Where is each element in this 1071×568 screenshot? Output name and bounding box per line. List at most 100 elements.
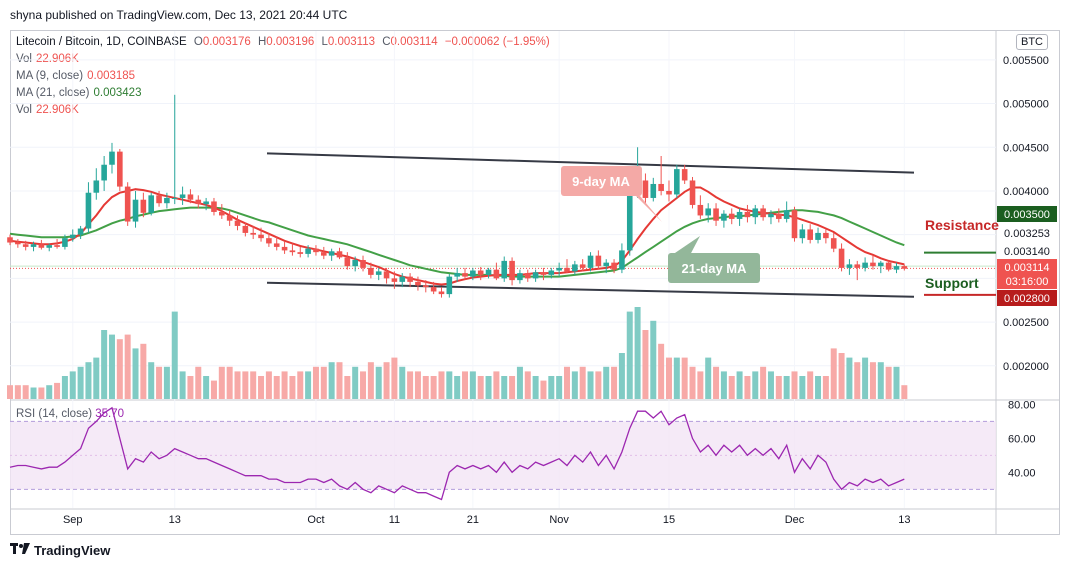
candle-body bbox=[760, 208, 766, 218]
volume-bar bbox=[869, 362, 876, 399]
candle-body bbox=[877, 262, 884, 267]
ma21-callout-pointer bbox=[672, 236, 700, 255]
volume-bar bbox=[681, 357, 688, 399]
volume-bar bbox=[720, 371, 727, 399]
time-tick-label: 11 bbox=[389, 514, 400, 526]
candle-body bbox=[391, 278, 398, 282]
volume-bar bbox=[281, 371, 288, 399]
publisher-caption: shyna published on TradingView.com, Dec … bbox=[10, 8, 348, 22]
candle-body bbox=[399, 276, 406, 282]
candle-body bbox=[595, 255, 602, 267]
symbol-legend: Litecoin / Bitcoin, 1D, COINBASE O0.0031… bbox=[16, 36, 554, 48]
volume-bar bbox=[258, 376, 265, 399]
ma9-price-tag-bg bbox=[997, 243, 1057, 259]
volume-bar bbox=[101, 330, 108, 399]
volume-bar bbox=[477, 376, 484, 399]
candle-body bbox=[430, 287, 437, 292]
volume-value: 22.906K bbox=[36, 53, 79, 65]
candle-body bbox=[321, 252, 327, 256]
candle-body bbox=[579, 264, 586, 268]
candle-body bbox=[650, 183, 657, 198]
candle-body bbox=[783, 210, 790, 219]
time-tick-label: Sep bbox=[63, 514, 83, 526]
price-tick-label: 0.002500 bbox=[1003, 317, 1049, 329]
low-label: L bbox=[321, 36, 328, 48]
volume-bar bbox=[422, 376, 429, 399]
close-value: 0.003114 bbox=[390, 36, 438, 48]
candle-body bbox=[642, 180, 649, 198]
candle-body bbox=[258, 234, 264, 239]
symbol-name[interactable]: Litecoin / Bitcoin, 1D, COINBASE bbox=[16, 36, 187, 48]
candle-body bbox=[117, 151, 123, 187]
candle-body bbox=[705, 208, 712, 216]
chart-frame bbox=[10, 30, 1060, 535]
volume-bar bbox=[171, 311, 178, 399]
candle-body bbox=[179, 194, 186, 198]
volume-bar bbox=[862, 357, 869, 399]
time-tick-label: 21 bbox=[467, 514, 479, 526]
candle-body bbox=[171, 197, 178, 199]
volume-bar bbox=[265, 371, 272, 399]
ma21-label[interactable]: MA (21, close) bbox=[16, 87, 90, 99]
volume-bar bbox=[360, 371, 367, 399]
support-price-tag-bg bbox=[997, 290, 1057, 306]
time-tick-label: 15 bbox=[663, 514, 675, 526]
resistance-price-tag: 0.003500 bbox=[1004, 209, 1050, 221]
candle-body bbox=[470, 270, 476, 277]
candle-body bbox=[226, 215, 233, 221]
volume-label[interactable]: Vol bbox=[16, 53, 32, 65]
volume-bar bbox=[336, 362, 343, 399]
tradingview-brand: TradingView bbox=[34, 543, 111, 558]
volume-bar bbox=[344, 376, 351, 399]
volume-bar bbox=[697, 371, 704, 399]
volume-bar bbox=[760, 366, 767, 399]
candle-body bbox=[375, 271, 382, 275]
candle-body bbox=[109, 151, 115, 165]
candle-body bbox=[219, 211, 225, 216]
volume2-label[interactable]: Vol bbox=[16, 104, 32, 116]
candle-body bbox=[587, 255, 594, 268]
volume-bar bbox=[195, 366, 202, 399]
volume-bar bbox=[799, 376, 806, 399]
volume-bar bbox=[203, 376, 210, 399]
candle-body bbox=[446, 276, 453, 295]
price-tick-label: 0.005500 bbox=[1003, 55, 1049, 67]
volume-bar bbox=[242, 371, 249, 399]
currency-toggle-button[interactable]: BTC bbox=[1016, 34, 1048, 50]
rsi-label[interactable]: RSI (14, close) bbox=[16, 408, 93, 420]
candle-body bbox=[728, 213, 735, 219]
volume-bar bbox=[312, 366, 319, 399]
volume-bar bbox=[846, 357, 853, 399]
resistance-trendline bbox=[266, 152, 915, 174]
countdown-tag: 03:16:00 bbox=[1006, 276, 1049, 288]
volume-bar bbox=[399, 366, 406, 399]
rsi-tick-label: 80.00 bbox=[1008, 399, 1036, 411]
candle-body bbox=[870, 262, 876, 267]
volume-bar bbox=[642, 330, 649, 399]
rsi-band bbox=[10, 421, 996, 490]
volume-bar bbox=[85, 362, 92, 399]
candle-body bbox=[85, 192, 92, 229]
last-price-tag: 0.003114 bbox=[1004, 262, 1049, 274]
volume-bar bbox=[611, 366, 618, 399]
tradingview-footer[interactable]: TradingView bbox=[10, 543, 110, 558]
candle-body bbox=[862, 262, 868, 268]
candle-body bbox=[156, 195, 162, 204]
candle-body bbox=[736, 211, 743, 219]
volume-bar bbox=[665, 357, 672, 399]
time-tick-label: Nov bbox=[549, 514, 569, 526]
candle-body bbox=[689, 180, 696, 205]
volume-bar bbox=[595, 371, 602, 399]
ma9-legend: MA (9, close) 0.003185 bbox=[16, 70, 139, 82]
candle-body bbox=[603, 262, 610, 267]
candle-body bbox=[266, 238, 272, 244]
volume-bar bbox=[509, 376, 516, 399]
candle-body bbox=[422, 285, 429, 288]
volume-bar bbox=[352, 366, 359, 399]
candle-body bbox=[69, 234, 76, 239]
candle-body bbox=[619, 250, 625, 270]
ma9-label[interactable]: MA (9, close) bbox=[16, 70, 84, 82]
candle-body bbox=[336, 251, 343, 258]
candle-body bbox=[885, 262, 892, 270]
